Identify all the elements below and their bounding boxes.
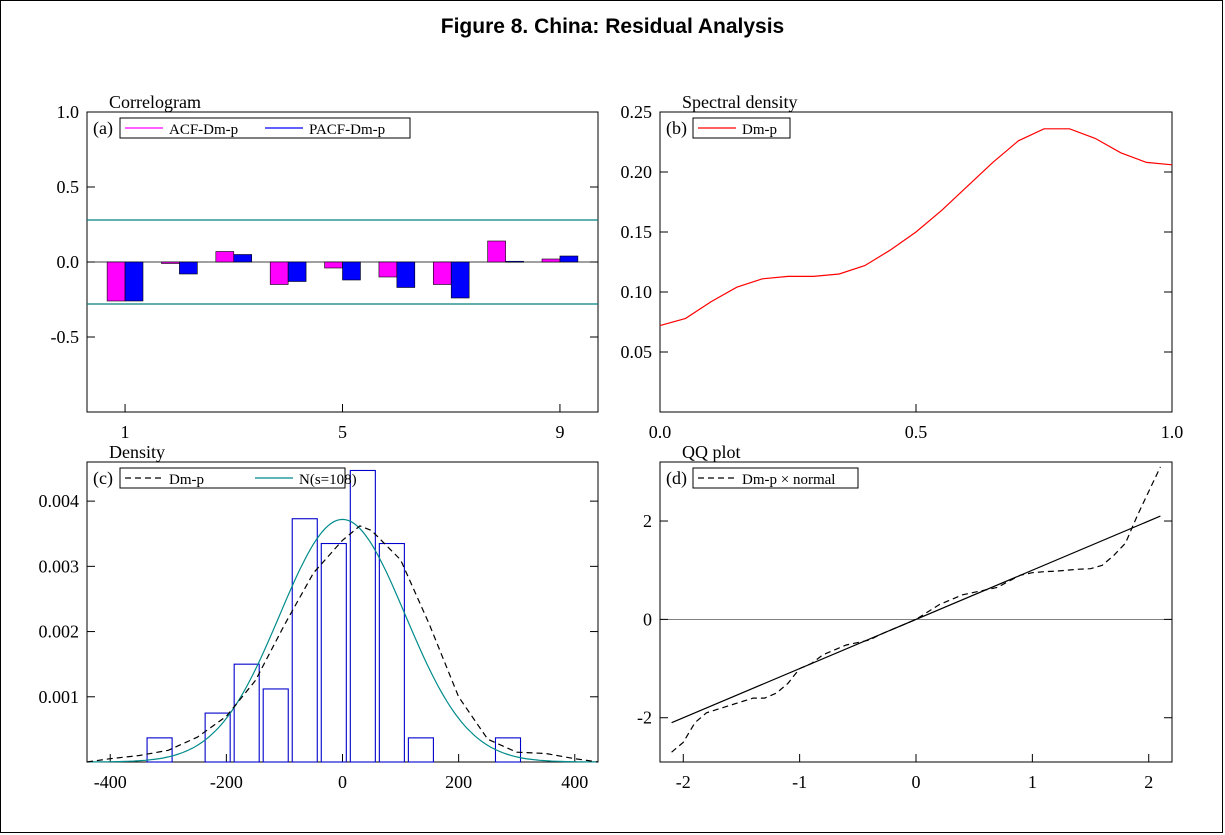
normal-density-curve [87,518,598,763]
correlogram-ytick-label: 0.0 [57,252,80,272]
pacf-bar [559,255,579,263]
correlogram-legend-label: ACF-Dm-p [169,122,238,138]
qq-title: QQ plot [682,442,741,462]
spectral-ytick-label: 0.20 [621,162,653,182]
spectral-legend-label: Dm-p [742,122,777,138]
spectral-panel-label: (b) [666,118,687,139]
qq-xtick-label: 1 [1028,772,1037,792]
histogram-bin [320,542,347,763]
density-xtick-label: 0 [338,772,347,792]
qq-xtick-label: 2 [1144,772,1153,792]
histogram-bin [291,518,318,763]
spectral-xtick-label: 0.0 [649,422,672,442]
spectral-ytick-label: 0.10 [621,282,653,302]
qq-ytick-label: 0 [643,609,652,629]
density-legend-label: N(s=108) [299,472,357,488]
correlogram-xtick-label: 1 [121,422,130,442]
histogram-bin [233,663,260,763]
correlogram-title: Correlogram [109,92,201,112]
histogram-bin [349,469,376,763]
pacf-bar [179,261,198,275]
histogram-bin [494,737,522,763]
correlogram-xtick-label: 9 [555,422,564,442]
acf-bar [106,261,126,302]
qq-legend-box [692,467,859,489]
correlogram-legend-label: PACF-Dm-p [309,122,385,138]
qq-legend-label: Dm-p × normal [742,472,835,488]
qq-reference-line [671,515,1161,724]
pacf-bar [505,260,524,263]
acf-bar [378,261,398,278]
qq-xtick-label: 0 [912,772,921,792]
spectral-title: Spectral density [682,92,797,112]
qq-ytick-label: 2 [643,511,652,531]
qq-xtick-label: -2 [676,772,691,792]
spectral-legend-box [692,117,791,139]
pacf-bar [450,261,470,299]
density-legend-label: Dm-p [169,472,204,488]
histogram-bin [146,737,173,763]
pacf-bar [124,261,144,302]
density-xtick-label: 200 [445,772,472,792]
correlogram-ytick-label: -0.5 [51,327,80,347]
spectral-xtick-label: 0.5 [905,422,928,442]
pacf-bar [342,261,361,281]
histogram-bin [407,737,434,763]
qq-sample-curve [671,466,1161,753]
density-ytick-label: 0.001 [39,687,80,707]
spectral-plot-area [659,111,1173,413]
density-panel-label: (c) [93,468,113,489]
density-xtick-label: -400 [94,772,127,792]
spectral-density-line [659,128,1173,327]
acf-bar [269,261,289,285]
histogram-bin [262,688,289,763]
qq-panel-label: (d) [666,468,687,489]
acf-bar [324,261,343,269]
pacf-bar [233,254,253,263]
density-xtick-label: 400 [561,772,588,792]
spectral-ytick-label: 0.05 [621,342,653,362]
kernel-density-curve [86,525,599,763]
acf-bar [541,258,561,263]
pacf-bar [287,261,307,282]
correlogram-ytick-label: 0.5 [57,177,80,197]
spectral-ytick-label: 0.15 [621,222,653,242]
pacf-bar [396,261,416,288]
qq-ytick-label: -2 [637,708,652,728]
acf-bar [215,251,235,263]
spectral-xtick-label: 1.0 [1161,422,1184,442]
figure-title: Figure 8. China: Residual Analysis [440,15,785,38]
qq-plot-area [659,461,1173,763]
acf-bar [432,261,452,285]
density-xtick-label: -200 [210,772,243,792]
acf-bar [487,240,506,263]
spectral-ytick-label: 0.25 [621,102,653,122]
density-ytick-label: 0.002 [39,622,80,642]
acf-bar [161,261,180,264]
density-plot-area [86,461,599,763]
density-ytick-label: 0.003 [39,556,80,576]
correlogram-xtick-label: 5 [338,422,347,442]
density-title: Density [109,442,165,462]
correlogram-panel-label: (a) [93,118,113,139]
correlogram-ytick-label: 1.0 [57,102,80,122]
qq-xtick-label: -1 [792,772,807,792]
histogram-bin [204,712,231,763]
density-ytick-label: 0.004 [39,491,80,511]
histogram-bin [378,542,405,763]
density-legend-box [119,467,346,489]
